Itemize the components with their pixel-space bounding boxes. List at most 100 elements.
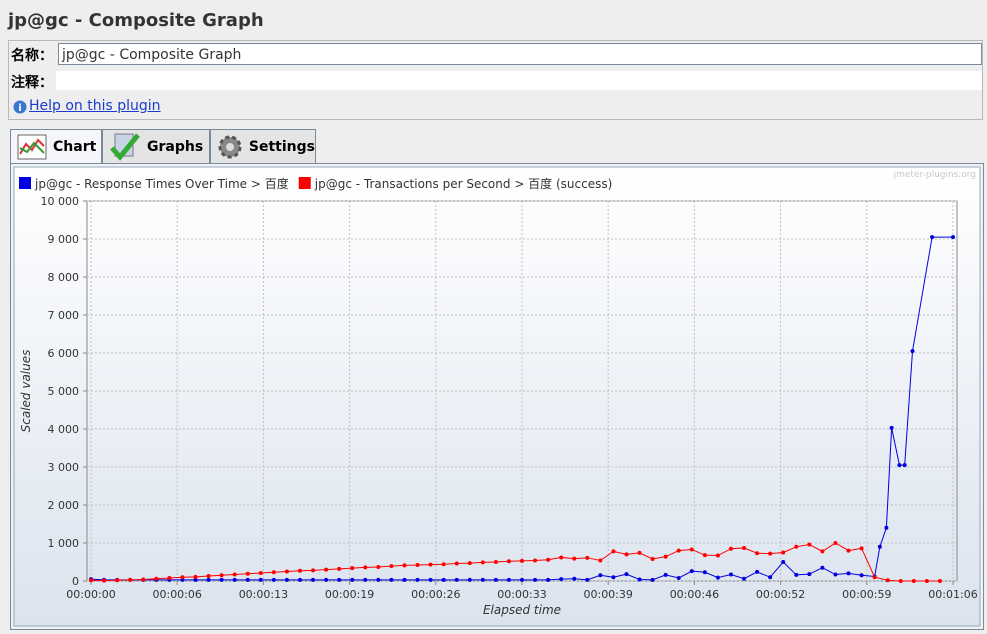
data-point — [624, 552, 629, 557]
comment-input[interactable] — [56, 71, 982, 90]
data-point — [506, 577, 511, 582]
tab-label: Graphs — [147, 138, 204, 155]
data-point — [702, 570, 707, 575]
y-axis-title: Scaled values — [19, 350, 33, 433]
data-point — [441, 577, 446, 582]
data-point — [297, 577, 302, 582]
data-point — [611, 549, 616, 554]
data-point — [846, 571, 851, 576]
tab[interactable]: Graphs — [102, 129, 210, 163]
watermark: jmeter-plugins.org — [893, 170, 976, 180]
data-point — [245, 577, 250, 582]
y-tick-label: 2 000 — [48, 499, 80, 512]
data-point — [807, 572, 812, 577]
data-point — [520, 577, 524, 582]
series-line — [90, 542, 940, 582]
data-point — [232, 577, 237, 582]
data-point — [284, 569, 289, 574]
data-point — [794, 544, 799, 549]
data-point — [742, 545, 747, 550]
data-point — [193, 574, 198, 579]
data-point — [559, 555, 564, 560]
data-point — [324, 567, 329, 572]
x-tick-label: 00:00:46 — [670, 588, 719, 601]
x-tick-label: 00:01:06 — [928, 588, 977, 601]
data-point — [389, 564, 394, 569]
tab[interactable]: Settings — [210, 129, 316, 163]
y-tick-label: 9 000 — [48, 233, 80, 246]
data-point — [363, 577, 368, 582]
y-tick-label: 1 000 — [48, 537, 80, 550]
data-point — [902, 463, 907, 468]
data-point — [637, 550, 642, 555]
data-point — [728, 546, 733, 551]
data-point — [324, 577, 329, 582]
data-point — [167, 575, 172, 580]
data-point — [689, 569, 694, 574]
data-point — [89, 578, 93, 583]
y-tick-label: 10 000 — [41, 195, 80, 208]
tab-label: Chart — [53, 139, 97, 155]
data-point — [533, 577, 538, 582]
data-point — [493, 560, 498, 564]
data-point — [506, 559, 511, 564]
data-point — [728, 572, 733, 577]
data-point — [258, 571, 263, 576]
info-icon: i — [13, 100, 27, 114]
data-point — [689, 547, 694, 552]
data-point — [297, 568, 302, 573]
data-point — [219, 573, 224, 578]
data-point — [585, 555, 590, 560]
data-point — [441, 562, 446, 567]
data-point — [193, 577, 198, 582]
data-point — [415, 563, 420, 568]
data-point — [937, 579, 942, 583]
data-point — [520, 558, 524, 563]
tab[interactable]: Chart — [10, 129, 102, 164]
x-tick-label: 00:00:59 — [842, 588, 891, 601]
x-tick-label: 00:00:33 — [497, 588, 546, 601]
data-point — [454, 561, 459, 566]
data-point — [467, 577, 472, 582]
data-point — [337, 577, 342, 582]
data-point — [930, 235, 935, 240]
data-point — [781, 560, 786, 564]
help-link[interactable]: Help on this plugin — [29, 98, 161, 114]
svg-text:i: i — [18, 103, 21, 114]
data-point — [428, 562, 433, 567]
data-point — [715, 553, 720, 558]
data-point — [350, 577, 355, 582]
data-point — [833, 572, 838, 577]
form-panel: 名称： jp@gc - Composite Graph 注释： i Help o… — [8, 40, 983, 120]
data-point — [585, 577, 590, 582]
data-point — [742, 576, 747, 581]
data-point — [898, 579, 903, 583]
data-point — [572, 576, 577, 581]
data-point — [206, 574, 211, 579]
chart-background — [13, 166, 981, 627]
x-tick-label: 00:00:00 — [66, 588, 115, 601]
data-point — [833, 541, 838, 545]
data-point — [533, 558, 538, 563]
data-point — [755, 569, 760, 574]
chart: jmeter-plugins.org 0 1 000 2 000 3 000 4 000… — [10, 163, 984, 630]
tab-icon — [218, 135, 242, 158]
tab-icon — [17, 134, 47, 160]
data-point — [781, 550, 786, 555]
data-point — [415, 577, 420, 582]
data-point — [480, 577, 485, 582]
data-point — [337, 566, 342, 571]
name-label: 名称： — [11, 48, 53, 64]
data-point — [115, 578, 120, 583]
data-point — [872, 575, 877, 580]
data-point — [572, 556, 577, 561]
x-tick-label: 00:00:26 — [411, 588, 460, 601]
data-point — [884, 525, 889, 530]
y-tick-label: 8 000 — [48, 271, 80, 284]
data-point — [611, 575, 616, 580]
name-input[interactable]: jp@gc - Composite Graph — [58, 43, 982, 65]
tab-label: Settings — [248, 138, 315, 155]
y-tick-label: 4 000 — [48, 423, 80, 436]
data-point — [493, 577, 498, 582]
data-point — [258, 577, 263, 582]
